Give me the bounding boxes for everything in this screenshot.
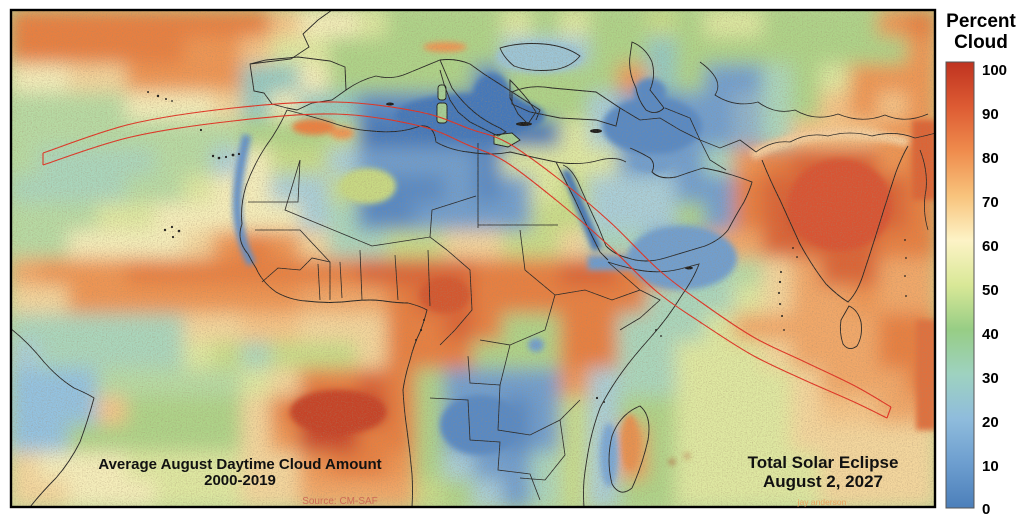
svg-text:90: 90 [982, 106, 999, 123]
svg-text:100: 100 [982, 62, 1007, 79]
svg-text:Cloud: Cloud [954, 32, 1008, 53]
svg-text:2000-2019: 2000-2019 [204, 472, 276, 489]
svg-text:60: 60 [982, 238, 999, 255]
svg-text:Total Solar Eclipse: Total Solar Eclipse [748, 453, 899, 472]
svg-text:0: 0 [982, 501, 990, 518]
svg-text:80: 80 [982, 150, 999, 167]
svg-text:50: 50 [982, 282, 999, 299]
svg-text:Source: CM-SAF: Source: CM-SAF [302, 496, 378, 507]
svg-text:30: 30 [982, 370, 999, 387]
svg-text:40: 40 [982, 326, 999, 343]
svg-text:70: 70 [982, 194, 999, 211]
svg-text:jay anderson: jay anderson [797, 497, 847, 507]
svg-text:Percent: Percent [946, 11, 1016, 32]
svg-text:20: 20 [982, 414, 999, 431]
svg-text:10: 10 [982, 458, 999, 475]
svg-text:Average August Daytime Cloud A: Average August Daytime Cloud Amount [98, 456, 381, 473]
svg-text:August 2, 2027: August 2, 2027 [763, 472, 883, 491]
